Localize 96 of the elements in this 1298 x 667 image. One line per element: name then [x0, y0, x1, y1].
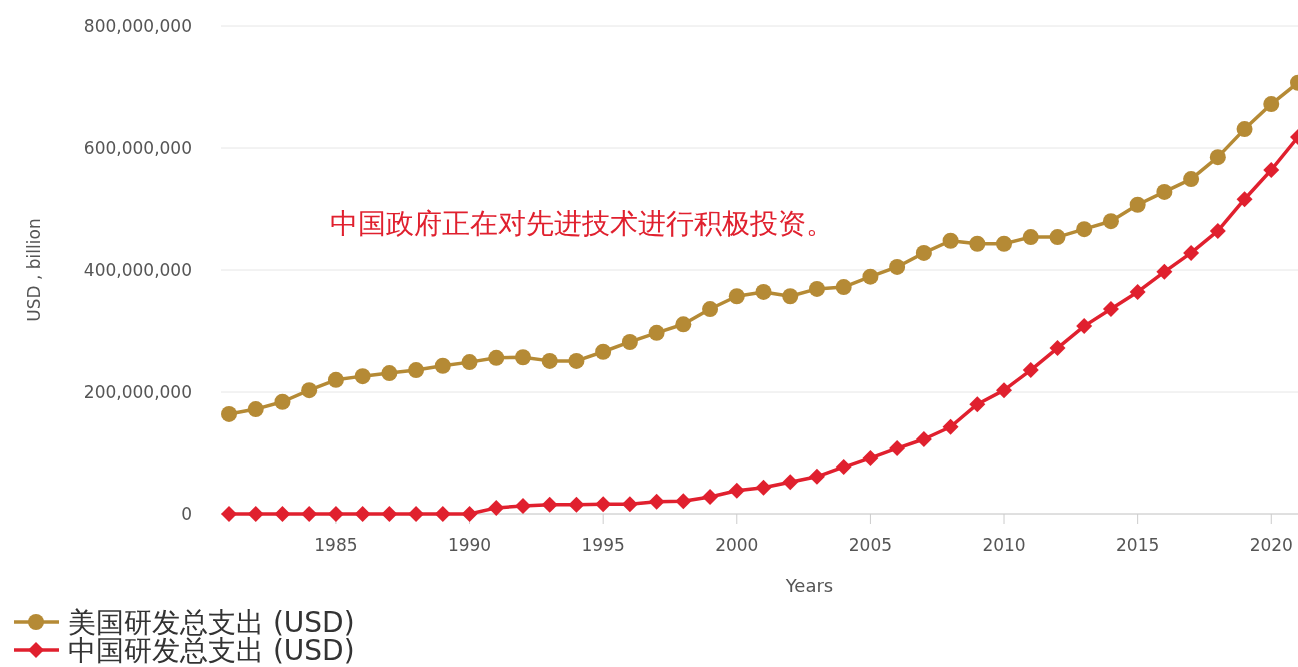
point [1049, 229, 1066, 246]
point [327, 371, 344, 388]
point [1076, 318, 1093, 335]
point [1076, 221, 1093, 238]
point [862, 268, 879, 285]
point [434, 357, 451, 374]
point [996, 382, 1013, 399]
y-tick-label: 800,000,000 [83, 16, 192, 36]
point [621, 496, 638, 513]
point [648, 493, 665, 510]
point [1129, 196, 1146, 213]
x-tick-label: 2015 [1116, 535, 1160, 555]
point [434, 506, 451, 522]
point [568, 496, 585, 513]
point [915, 430, 932, 447]
point [1236, 121, 1253, 138]
point [1102, 301, 1119, 318]
point [381, 365, 398, 382]
point [247, 506, 264, 522]
point [301, 382, 318, 399]
point [889, 258, 906, 275]
point [969, 396, 986, 413]
point [782, 474, 799, 491]
point [942, 418, 959, 435]
point [702, 301, 719, 318]
point [1102, 213, 1119, 230]
point [595, 343, 612, 360]
point [942, 232, 959, 249]
point [835, 459, 852, 476]
point [1049, 340, 1066, 357]
point [1183, 171, 1200, 188]
point [541, 352, 558, 369]
point [1022, 229, 1039, 246]
point [247, 401, 264, 418]
x-tick-label: 1995 [581, 535, 625, 555]
point [1156, 263, 1173, 280]
point [408, 362, 425, 379]
point [808, 280, 825, 297]
point [835, 279, 852, 296]
point [461, 506, 478, 522]
y-axis-title: USD , billion [24, 218, 44, 322]
point [1183, 244, 1200, 261]
y-tick-label: 600,000,000 [83, 138, 192, 158]
point [969, 235, 986, 252]
point [221, 405, 238, 422]
point [327, 506, 344, 522]
point [1209, 149, 1226, 166]
point [274, 506, 291, 522]
point [488, 349, 505, 366]
point [1209, 222, 1226, 239]
x-axis-title: Years [784, 575, 834, 596]
point [889, 440, 906, 457]
point [354, 368, 371, 385]
point [514, 349, 531, 366]
point [221, 506, 238, 522]
y-tick-label: 0 [181, 504, 192, 524]
point [648, 324, 665, 341]
point [408, 506, 425, 522]
point [381, 506, 398, 522]
point [621, 333, 638, 350]
point [461, 354, 478, 371]
y-tick-label: 200,000,000 [83, 382, 192, 402]
point [274, 393, 291, 410]
point [541, 496, 558, 513]
point [568, 352, 585, 369]
x-tick-label: 2000 [715, 535, 759, 555]
point [488, 499, 505, 516]
x-tick-label: 1985 [314, 535, 358, 555]
point [755, 479, 772, 496]
point [755, 283, 772, 300]
annotation: 中国政府正在对先进技术进行积极投资。 [330, 207, 834, 240]
y-tick-label: 400,000,000 [83, 260, 192, 280]
point [595, 496, 612, 513]
point [996, 235, 1013, 252]
point [514, 498, 531, 515]
point [808, 468, 825, 485]
point [301, 506, 318, 522]
x-tick-label: 2020 [1249, 535, 1293, 555]
point [1236, 191, 1253, 208]
point [1263, 96, 1280, 113]
point [782, 288, 799, 305]
point [1263, 161, 1280, 178]
point [915, 244, 932, 261]
point [728, 482, 745, 499]
point [862, 449, 879, 466]
x-tick-label: 1990 [447, 535, 492, 555]
point [702, 488, 719, 505]
point [675, 493, 692, 510]
point [1129, 283, 1146, 300]
point [675, 316, 692, 333]
x-tick-label: 2010 [982, 535, 1026, 555]
point [354, 506, 371, 522]
point [1156, 183, 1173, 200]
point [1022, 362, 1039, 379]
point [728, 288, 745, 305]
x-tick-label: 2005 [848, 535, 893, 555]
